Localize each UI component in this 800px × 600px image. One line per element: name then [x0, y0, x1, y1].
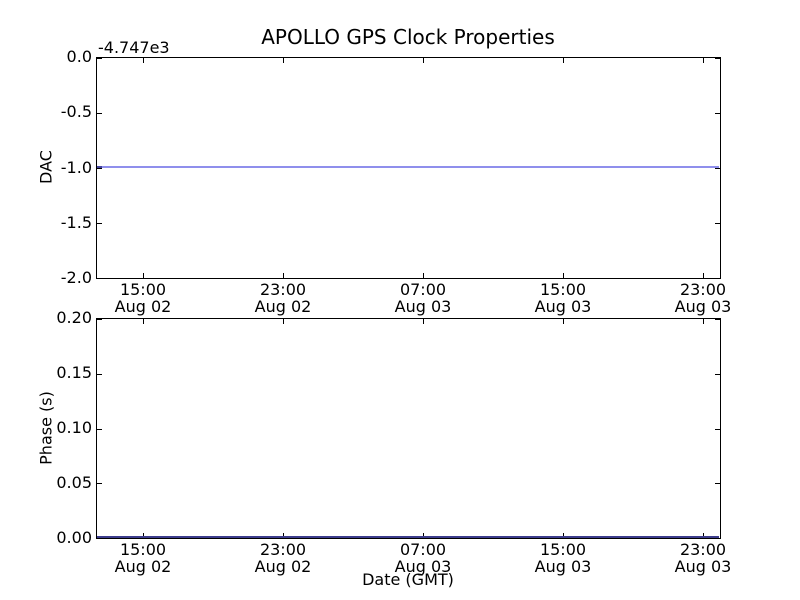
- phase-xtick-label: 23:00 Aug 02: [254, 540, 312, 576]
- phase-xtick-label: 07:00 Aug 03: [394, 540, 452, 576]
- phase-xtick-label: 15:00 Aug 02: [114, 540, 172, 576]
- phase-axis-label: Phase (s): [36, 391, 56, 465]
- tick-mark: [703, 533, 704, 538]
- tick-mark: [97, 168, 102, 169]
- date-axis-label: Date (GMT): [362, 570, 454, 589]
- tick-mark: [715, 223, 720, 224]
- tick-mark: [143, 273, 144, 278]
- tick-mark: [715, 319, 720, 320]
- tick-mark: [97, 429, 102, 430]
- tick-mark: [715, 483, 720, 484]
- tick-mark: [715, 538, 720, 539]
- dac-ytick-label: -2.0: [60, 268, 92, 287]
- phase-ytick-label: 0.05: [56, 473, 92, 492]
- tick-mark: [97, 278, 102, 279]
- tick-mark: [715, 278, 720, 279]
- dac-xtick-label: 23:00 Aug 03: [674, 280, 732, 316]
- tick-mark: [715, 374, 720, 375]
- tick-mark: [143, 319, 144, 324]
- phase-ytick-label: 0.00: [56, 528, 92, 547]
- tick-mark: [703, 319, 704, 324]
- dac-xtick-label: 15:00 Aug 03: [534, 280, 592, 316]
- dac-xtick-label: 23:00 Aug 02: [254, 280, 312, 316]
- tick-mark: [715, 168, 720, 169]
- dac-axis-label: DAC: [36, 150, 56, 184]
- tick-mark: [423, 533, 424, 538]
- tick-mark: [563, 533, 564, 538]
- dac-plot-area: [96, 57, 721, 279]
- tick-mark: [97, 538, 102, 539]
- dac-ytick-label: -1.5: [60, 213, 92, 232]
- tick-mark: [97, 483, 102, 484]
- phase-xtick-label: 15:00 Aug 03: [534, 540, 592, 576]
- phase-plot-area: [96, 318, 721, 539]
- tick-mark: [563, 319, 564, 324]
- tick-mark: [703, 58, 704, 63]
- phase-ytick-label: 0.20: [56, 308, 92, 327]
- tick-mark: [423, 319, 424, 324]
- dac-xtick-label: 07:00 Aug 03: [394, 280, 452, 316]
- tick-mark: [423, 58, 424, 63]
- y-axis-offset-text: -4.747e3: [98, 38, 170, 57]
- tick-mark: [97, 223, 102, 224]
- tick-mark: [715, 429, 720, 430]
- phase-series-line: [97, 536, 719, 538]
- tick-mark: [715, 58, 720, 59]
- dac-series-line: [97, 166, 719, 168]
- tick-mark: [283, 533, 284, 538]
- dac-ytick-label: -1.0: [60, 158, 92, 177]
- tick-mark: [423, 273, 424, 278]
- tick-mark: [143, 533, 144, 538]
- tick-mark: [97, 113, 102, 114]
- tick-mark: [97, 374, 102, 375]
- dac-ytick-label: 0.0: [66, 47, 92, 66]
- phase-xtick-label: 23:00 Aug 03: [674, 540, 732, 576]
- tick-mark: [283, 58, 284, 63]
- dac-xtick-label: 15:00 Aug 02: [114, 280, 172, 316]
- tick-mark: [703, 273, 704, 278]
- tick-mark: [283, 319, 284, 324]
- tick-mark: [97, 319, 102, 320]
- tick-mark: [97, 58, 102, 59]
- figure-title: APOLLO GPS Clock Properties: [261, 25, 555, 49]
- tick-mark: [563, 273, 564, 278]
- dac-ytick-label: -0.5: [60, 102, 92, 121]
- phase-ytick-label: 0.15: [56, 363, 92, 382]
- dac-series-line-start: [97, 166, 102, 168]
- phase-ytick-label: 0.10: [56, 418, 92, 437]
- tick-mark: [143, 58, 144, 63]
- tick-mark: [563, 58, 564, 63]
- tick-mark: [715, 113, 720, 114]
- tick-mark: [283, 273, 284, 278]
